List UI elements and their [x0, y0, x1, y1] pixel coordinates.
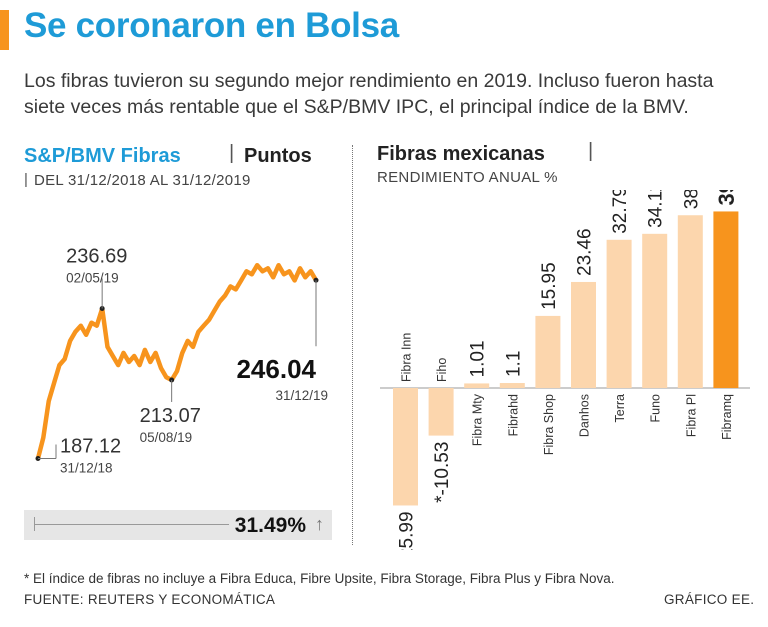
bar-fibra-shop [535, 315, 561, 388]
annotation-date-peak: 02/05/19 [66, 271, 119, 286]
bar-fibrahd [499, 383, 525, 388]
bar-fibra-inn [393, 388, 418, 506]
bar-fibra-pl [677, 215, 703, 388]
category-label: Fibrahd [506, 394, 520, 436]
bar-title-separator: | [588, 140, 594, 162]
bar-value-label: *-10.53 [432, 442, 453, 503]
category-label: Fiho [435, 358, 449, 382]
category-label: Fibramq [720, 394, 734, 440]
annotation-date-low: 05/08/19 [140, 430, 193, 445]
performance-value: 31.49% [234, 514, 306, 537]
graphic-credit: GRÁFICO EE. [664, 592, 755, 607]
bar-value-label: 38.22 [681, 190, 702, 209]
bar-danhos [571, 281, 596, 388]
category-label: Fibra Mty [471, 393, 485, 446]
category-label: Funo [649, 394, 663, 423]
bar-terra [606, 239, 632, 388]
annotation-date-end: 31/12/19 [275, 388, 328, 403]
title-accent-bar [0, 10, 9, 50]
bar-value-label: 34.11 [646, 190, 667, 228]
annotation-value-peak: 236.69 [66, 246, 127, 268]
performance-axis-line [34, 524, 229, 525]
page-subtitle: Los fibras tuvieron su segundo mejor ren… [24, 70, 714, 118]
bar-value-label: 32.79 [610, 190, 631, 234]
line-chart-date-range: DEL 31/12/2018 AL 31/12/2019 [34, 172, 251, 189]
line-chart-unit: Puntos [244, 145, 312, 167]
bar-value-label: -25.99 [397, 511, 418, 550]
line-chart-title: S&P/BMV Fibras [24, 145, 181, 167]
bar-fibramq [713, 211, 739, 388]
line-chart: 236.69 02/05/19 213.07 05/08/19 187.12 31/12/… [35, 246, 328, 475]
bar-fibra-mty [464, 383, 490, 388]
bar-fiho [428, 388, 454, 436]
bar-value-label: 15.95 [539, 262, 560, 310]
bar-chart-ylabel: RENDIMIENTO ANUAL % [377, 169, 558, 186]
annotation-date-start: 31/12/18 [60, 460, 113, 475]
annotation-value-end: 246.04 [236, 354, 316, 384]
performance-box: 31.49% ↑ [24, 510, 332, 540]
footnote: * El índice de fibras no incluye a Fibra… [24, 571, 615, 586]
bar-chart-title: Fibras mexicanas [377, 143, 545, 165]
annotation-value-start: 187.12 [60, 435, 121, 457]
annotation-value-low: 213.07 [140, 405, 201, 427]
bar-funo [642, 233, 668, 388]
category-label: Fibra Pl [684, 394, 698, 437]
bar-value-label: 1.01 [468, 340, 489, 377]
chart-divider [352, 145, 353, 545]
source-note: FUENTE: REUTERS Y ECONOMÁTICA [24, 592, 276, 607]
bar-value-label: 23.46 [575, 228, 596, 276]
up-arrow-icon: ↑ [315, 514, 324, 534]
bar-value-label: 39.06 [714, 190, 739, 205]
title-separator: | [229, 142, 235, 164]
annotation-point-peak [99, 306, 105, 312]
category-label: Fibra Inn [400, 333, 414, 382]
category-label: Danhos [578, 394, 592, 437]
range-separator: | [24, 171, 28, 188]
category-label: Fibra Shop [542, 394, 556, 455]
line-series-fibras [35, 262, 319, 461]
bar-value-label: 1.1 [503, 351, 524, 377]
bar-chart: Fibra Inn -25.99 Fiho *-10.53 Fibra Mty 1.01 F… [380, 190, 750, 550]
page-title: Se coronaron en Bolsa [24, 6, 399, 45]
category-label: Terra [613, 394, 627, 423]
